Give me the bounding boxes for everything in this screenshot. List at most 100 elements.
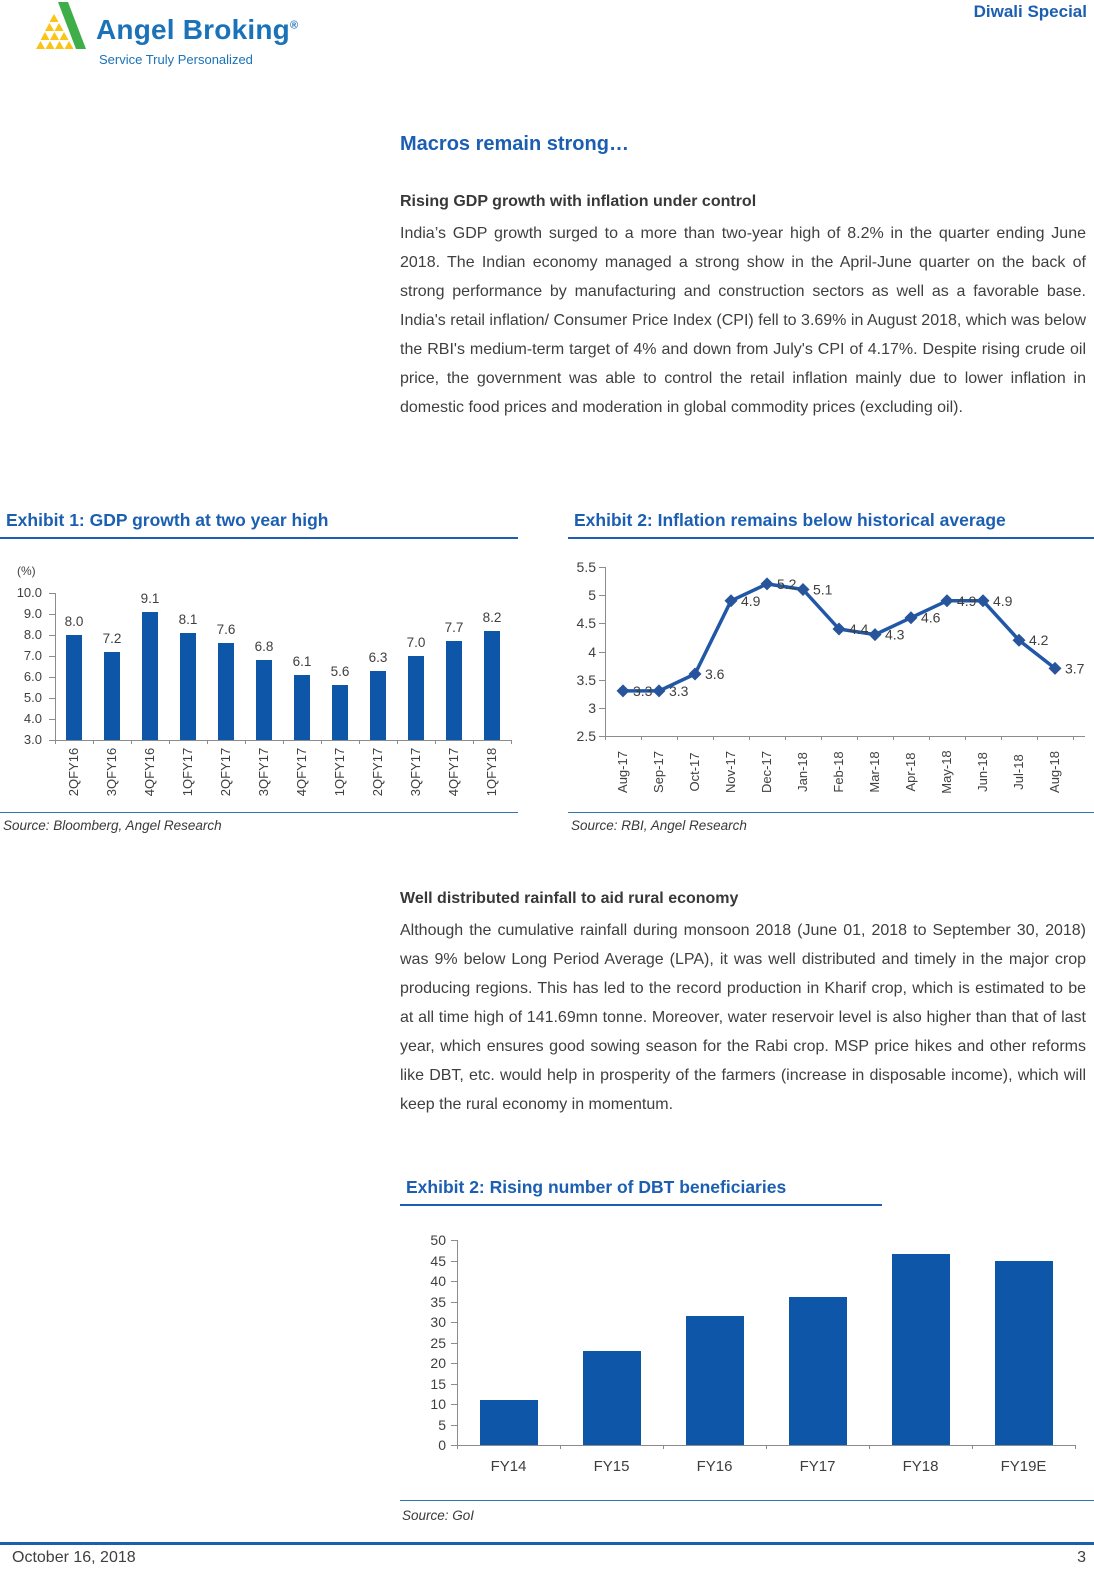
bar — [294, 674, 310, 740]
x-tick-mark — [713, 736, 714, 740]
exhibit-inflation-title: Exhibit 2: Inflation remains below histo… — [574, 510, 1006, 530]
data-point-label: 4.9 — [993, 593, 1013, 609]
x-tick-label: FY15 — [593, 1458, 630, 1475]
y-tick-label: 5 — [438, 1416, 446, 1433]
data-point-label: 5.2 — [777, 576, 797, 592]
data-point-marker — [1048, 661, 1062, 675]
data-point-label: 4.2 — [1029, 632, 1049, 648]
bar — [788, 1297, 847, 1445]
y-tick-label: 45 — [430, 1252, 446, 1269]
y-tick-mark — [451, 1445, 457, 1446]
x-tick-mark — [857, 736, 858, 740]
bar — [218, 643, 234, 740]
exhibit-gdp-title: Exhibit 1: GDP growth at two year high — [6, 510, 329, 530]
y-tick-label: 10 — [430, 1396, 446, 1412]
section-body-gdp-inflation: India’s GDP growth surged to a more than… — [400, 225, 1086, 416]
data-point-marker — [832, 622, 846, 636]
x-tick-label: 3QFY17 — [408, 747, 423, 797]
x-tick-mark — [869, 1445, 870, 1449]
data-point-marker — [652, 684, 666, 698]
page-title: Macros remain strong… — [400, 133, 629, 155]
y-tick-mark — [451, 1281, 457, 1282]
y-tick-label: 6.0 — [23, 669, 42, 684]
y-tick-label: 4.0 — [23, 711, 42, 726]
inflation-line-chart: 5.5 5 4.5 4 3.5 3 2.5 Aug-17 Sep-17 Oct-17 Nov-17 D… — [568, 551, 1094, 811]
exhibit-gdp-title-rule — [0, 537, 518, 539]
registered-mark: ® — [289, 19, 299, 32]
data-point-label: 4.9 — [741, 593, 761, 609]
x-tick-mark — [766, 1445, 767, 1449]
bar — [479, 1399, 538, 1445]
brand-name: Angel Broking® — [96, 14, 298, 46]
x-tick-mark — [435, 740, 436, 744]
y-tick-mark — [49, 677, 55, 678]
y-tick-label: 35 — [430, 1293, 446, 1310]
y-tick-mark — [451, 1424, 457, 1426]
y-tick-mark — [49, 698, 55, 699]
y-tick-label: 2.5 — [576, 728, 596, 744]
x-tick-mark — [641, 736, 642, 740]
footer-rule — [0, 1542, 1094, 1545]
x-tick-mark — [169, 740, 170, 744]
x-tick-label: FY14 — [490, 1458, 527, 1475]
y-tick-mark — [451, 1301, 457, 1303]
gdp-bar-chart: (%) 10.0 9.0 8.0 7.0 6.0 5.0 4.0 3.0 2QFY16 3QFY16… — [0, 551, 518, 811]
exhibit-inflation-title-rule — [568, 537, 1094, 539]
bar — [582, 1350, 641, 1445]
x-axis-line — [605, 736, 1085, 737]
x-tick-label: 3QFY16 — [104, 747, 119, 797]
exhibit-inflation-source-rule — [568, 812, 1094, 813]
x-tick-mark — [397, 740, 398, 744]
data-point-marker — [688, 667, 702, 681]
footer-date: October 16, 2018 — [12, 1549, 136, 1566]
exhibit-gdp-source: Source: Bloomberg, Angel Research — [3, 818, 222, 833]
y-tick-mark — [599, 595, 605, 597]
x-tick-label: FY16 — [696, 1458, 733, 1475]
x-tick-mark — [677, 736, 678, 740]
exhibit-inflation-source: Source: RBI, Angel Research — [571, 818, 747, 833]
x-tick-label: 2QFY17 — [218, 747, 233, 797]
exhibit-dbt-source-rule — [400, 1500, 1094, 1501]
inflation-line — [621, 582, 1057, 693]
y-tick-label: 5.0 — [23, 690, 42, 705]
x-tick-label: 4QFY16 — [142, 747, 157, 797]
section-heading-rainfall: Well distributed rainfall to aid rural e… — [400, 890, 739, 907]
x-tick-mark — [1075, 1445, 1076, 1449]
x-tick-mark — [511, 740, 512, 744]
bar-value-label: 5.6 — [330, 664, 350, 680]
logo-yellow-triangles — [36, 14, 74, 49]
bar-value-label: 8.0 — [64, 614, 84, 629]
y-tick-label: 9.0 — [23, 606, 42, 621]
angel-broking-logo-icon — [36, 2, 86, 49]
data-point-label: 3.7 — [1065, 660, 1085, 676]
bar-value-label: 6.8 — [254, 639, 274, 655]
y-axis-line — [605, 567, 606, 737]
y-tick-mark — [599, 623, 605, 625]
bar-value-label: 9.1 — [140, 590, 160, 606]
x-tick-label: 1QFY18 — [484, 747, 499, 797]
data-point-label: 3.3 — [633, 683, 653, 699]
y-tick-mark — [49, 614, 55, 615]
bar — [370, 670, 386, 740]
bar — [104, 651, 120, 740]
y-tick-mark — [451, 1342, 457, 1344]
x-tick-label: 1QFY17 — [180, 747, 195, 797]
bar — [891, 1254, 950, 1445]
y-tick-mark — [599, 651, 605, 653]
bar — [66, 635, 82, 740]
y-tick-label: 10.0 — [16, 585, 42, 600]
y-tick-mark — [599, 679, 605, 681]
x-tick-mark — [473, 740, 474, 744]
data-point-marker — [616, 684, 630, 698]
y-tick-mark — [49, 656, 55, 657]
x-tick-label: 1QFY17 — [332, 747, 347, 797]
bar-value-label: 7.2 — [102, 630, 122, 646]
bar — [446, 641, 462, 740]
data-point-label: 4.6 — [921, 610, 941, 626]
y-tick-mark — [451, 1240, 457, 1241]
data-point-label: 4.4 — [849, 621, 869, 637]
bar — [142, 611, 158, 740]
x-tick-label: 4QFY17 — [446, 747, 461, 797]
y-tick-mark — [451, 1404, 457, 1405]
x-tick-mark — [131, 740, 132, 744]
